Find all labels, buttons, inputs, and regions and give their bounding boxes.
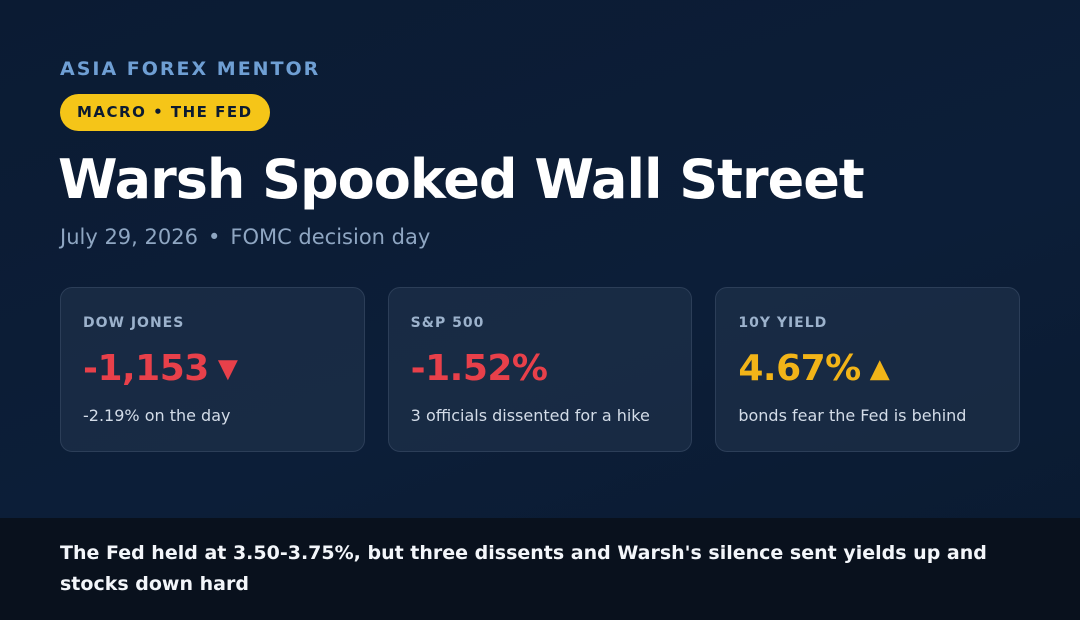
separator-dot: •: [207, 225, 221, 249]
stat-card-dow-jones: DOW JONES -1,153 ▼ -2.19% on the day: [60, 287, 365, 452]
stat-number: 4.67%: [738, 348, 861, 389]
stat-note: 3 officials dissented for a hike: [410, 406, 650, 425]
stat-label: S&P 500: [410, 315, 485, 331]
event-label: FOMC decision day: [230, 225, 431, 249]
stat-number: -1.52%: [410, 348, 548, 389]
summary-banner: The Fed held at 3.50-3.75%, but three di…: [0, 518, 1080, 620]
brand-name: ASIA FOREX MENTOR: [60, 58, 321, 80]
publish-date: July 29, 2026: [60, 225, 198, 249]
stat-card-10y-yield: 10Y YIELD 4.67% ▲ bonds fear the Fed is …: [715, 287, 1021, 452]
stat-note: -2.19% on the day: [83, 406, 231, 425]
stat-value: 4.67% ▲: [738, 348, 889, 389]
stat-value: -1,153 ▼: [83, 348, 238, 389]
category-tag: MACRO • THE FED: [60, 94, 270, 131]
stat-value: -1.52%: [411, 348, 548, 389]
dateline: July 29, 2026 • FOMC decision day: [60, 225, 430, 249]
up-triangle-icon: ▲: [869, 353, 890, 384]
stat-label: 10Y YIELD: [738, 315, 828, 331]
down-triangle-icon: ▼: [217, 353, 238, 384]
market-stats: DOW JONES -1,153 ▼ -2.19% on the day S&P…: [60, 287, 1021, 452]
stat-note: bonds fear the Fed is behind: [738, 406, 967, 425]
stat-label: DOW JONES: [83, 315, 185, 331]
stat-card-sp500: S&P 500 -1.52% 3 officials dissented for…: [387, 287, 693, 452]
stat-number: -1,153: [83, 348, 209, 389]
page-title: Warsh Spooked Wall Street: [58, 148, 865, 211]
summary-text: The Fed held at 3.50-3.75%, but three di…: [60, 542, 987, 595]
